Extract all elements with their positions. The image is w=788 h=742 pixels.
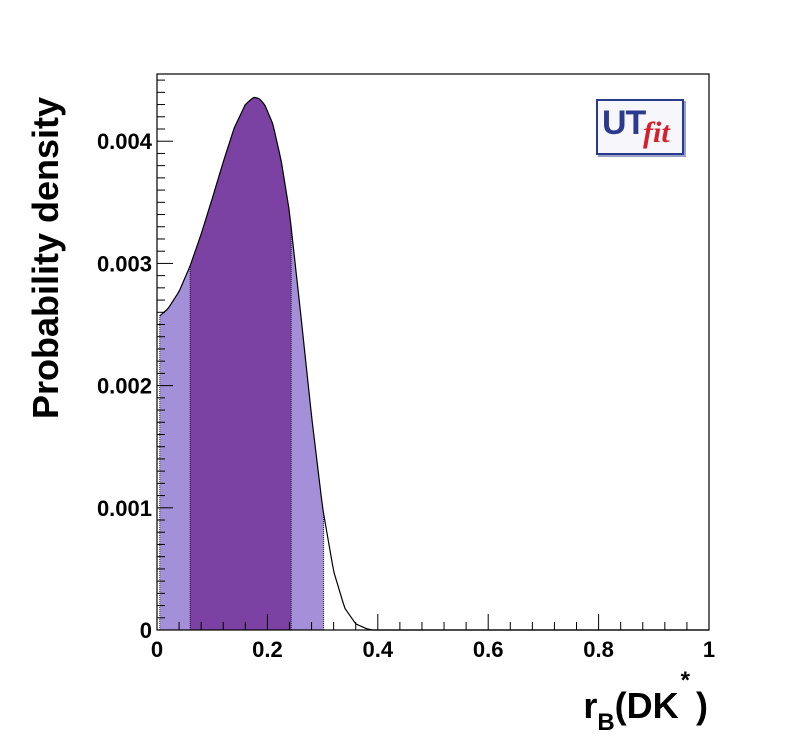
y-tick-label: 0 — [140, 618, 152, 643]
logo-fit-text: fit — [643, 116, 670, 149]
credible-bands — [159, 97, 325, 630]
y-tick-labels: 0 0.001 0.002 0.003 0.004 — [97, 129, 153, 643]
x-tick-label: 0.6 — [473, 637, 504, 662]
y-tick-label: 0.002 — [97, 374, 152, 399]
utfit-logo: UT fit — [596, 99, 684, 155]
x-tick-labels: 0 0.2 0.4 0.6 0.8 1 — [151, 637, 715, 662]
x-tick-label: 0.2 — [252, 637, 283, 662]
x-tick-label: 0.4 — [363, 637, 394, 662]
y-axis-title: Probability density — [25, 97, 66, 419]
y-tick-label: 0.001 — [97, 496, 152, 521]
x-tick-label: 1 — [703, 637, 715, 662]
density-curve — [159, 96, 709, 631]
x-axis-title: rB(DK*) — [583, 667, 708, 736]
y-tick-label: 0.003 — [97, 251, 152, 276]
band-68pct — [190, 97, 292, 630]
y-tick-label: 0.004 — [97, 129, 153, 154]
x-tick-label: 0.8 — [583, 637, 614, 662]
logo-ut-text: UT — [602, 104, 646, 142]
x-tick-label: 0 — [151, 637, 163, 662]
plot-frame — [156, 73, 710, 631]
axis-ticks — [156, 79, 710, 631]
